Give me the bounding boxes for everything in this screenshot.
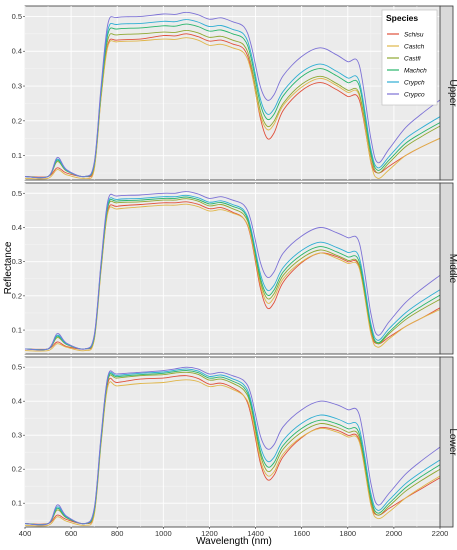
legend: Species Schisu Castch Castfi Machch Crypch Cry…	[381, 9, 438, 106]
legend-entry-machch: Machch	[404, 67, 427, 74]
facet-strip-label: Middle	[447, 254, 457, 284]
series-line-crypco	[24, 11, 441, 179]
legend-entry-crypco: Crypco	[404, 91, 425, 98]
y-tick-label: 0.4	[12, 397, 22, 406]
facet-strip	[439, 356, 454, 528]
x-tick-label: 400	[19, 529, 32, 538]
x-tick-label: 2000	[386, 529, 403, 538]
y-tick-label: 0.1	[12, 499, 22, 508]
x-tick-label: 1200	[201, 529, 218, 538]
facet-panel-lower: 0.1 0.2 0.3 0.4 0.5 Lower	[12, 356, 457, 528]
x-tick-label: 800	[111, 529, 124, 538]
x-tick-label: 1800	[339, 529, 356, 538]
y-tick-label: 0.3	[12, 82, 22, 91]
y-tick-label: 0.5	[12, 189, 22, 198]
y-tick-label: 0.3	[12, 431, 22, 440]
facet-strip	[439, 5, 454, 181]
facet-strip	[439, 182, 454, 355]
series-line-crypco	[24, 191, 441, 351]
legend-title: Species	[386, 13, 418, 23]
y-tick-label: 0.2	[12, 116, 22, 125]
y-tick-label: 0.1	[12, 151, 22, 160]
series-line-crypco	[24, 366, 441, 526]
facet-panel-upper: 0.1 0.2 0.3 0.4 0.5 Upper	[12, 5, 457, 181]
x-tick-label: 1400	[247, 529, 264, 538]
y-tick-label: 0.3	[12, 257, 22, 266]
y-tick-label: 0.5	[12, 12, 22, 21]
facet-strip-label: Upper	[447, 79, 457, 107]
legend-entry-castfi: Castfi	[404, 55, 421, 62]
y-tick-label: 0.4	[12, 47, 22, 56]
legend-entry-castch: Castch	[404, 43, 425, 50]
y-tick-label: 0.5	[12, 363, 22, 372]
x-tick-label: 1600	[293, 529, 310, 538]
facet-strip-label: Lower	[447, 428, 457, 456]
y-tick-label: 0.2	[12, 465, 22, 474]
legend-entry-crypch: Crypch	[404, 79, 425, 86]
x-tick-label: 1000	[155, 529, 172, 538]
x-tick-label: 600	[65, 529, 78, 538]
y-tick-label: 0.1	[12, 326, 22, 335]
legend-entry-schisu: Schisu	[404, 31, 424, 38]
y-axis-title: Reflectance	[3, 241, 14, 294]
x-tick-label: 2200	[432, 529, 449, 538]
y-tick-label: 0.4	[12, 223, 22, 232]
y-tick-label: 0.2	[12, 291, 22, 300]
facet-panel-middle: 0.1 0.2 0.3 0.4 0.5 Middle	[12, 182, 457, 355]
x-axis-title: Wavelength (nm)	[196, 536, 272, 547]
